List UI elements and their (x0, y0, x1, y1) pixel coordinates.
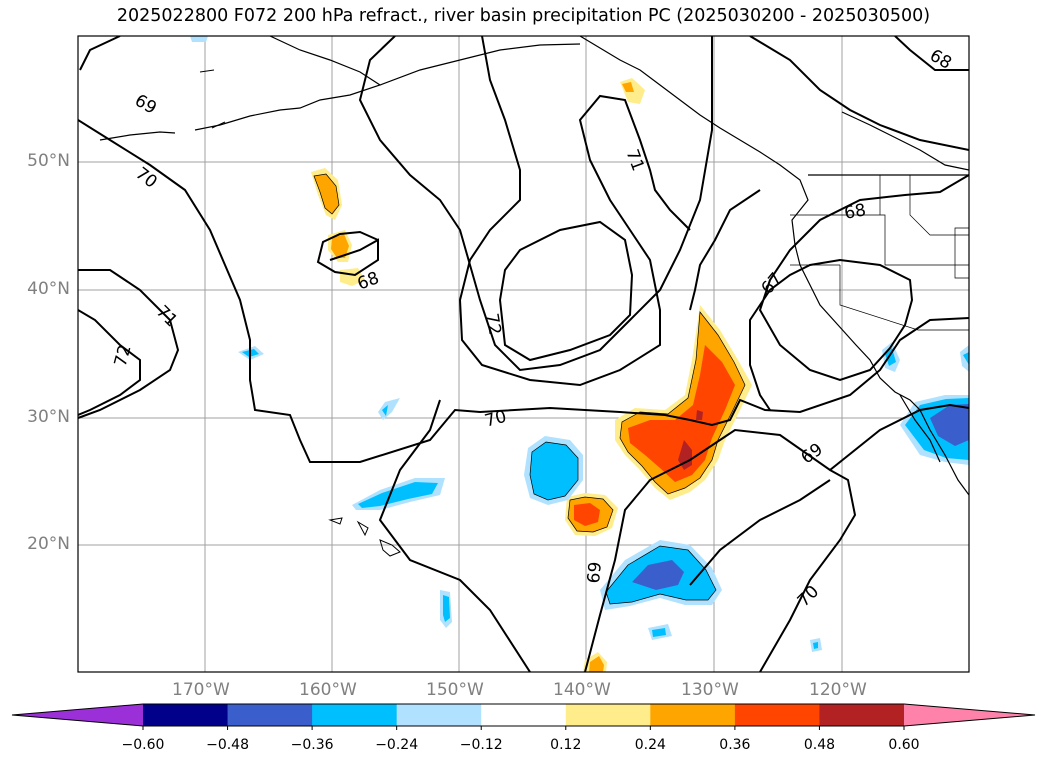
lat-label: 40°N (27, 279, 70, 299)
refractivity-contours (78, 36, 969, 672)
fill-outlines (313, 173, 746, 605)
precipitation-pc-fill (190, 36, 969, 672)
negative-anomaly-region (378, 398, 400, 420)
lon-label: 140°W (553, 680, 611, 700)
negative-anomaly-region (382, 405, 388, 416)
negative-anomaly-region (930, 404, 969, 446)
negative-anomaly-region (885, 348, 896, 366)
negative-anomaly-region (960, 345, 969, 372)
colorbar-tick-label: −0.12 (459, 737, 503, 753)
islands (199, 69, 401, 557)
negative-anomaly-region (190, 36, 208, 42)
contour-label: 70 (794, 582, 823, 611)
colorbar-tick-label: −0.24 (375, 737, 419, 753)
positive-anomaly-region (314, 174, 339, 214)
colorbar-tick-label: 0.36 (719, 737, 751, 753)
positive-anomaly-region (331, 234, 349, 258)
positive-anomaly-region (622, 82, 634, 92)
contour-label: 69 (131, 91, 160, 119)
colorbar-segment (481, 704, 567, 726)
colorbar-segment (227, 704, 313, 726)
lon-label: 150°W (426, 680, 484, 700)
positive-anomaly-region (678, 440, 692, 470)
contour-label: 70 (131, 164, 160, 193)
colorbar-tick-label: −0.36 (290, 737, 334, 753)
negative-anomaly-region (963, 352, 969, 365)
map-gridlines (78, 36, 969, 672)
lon-label: 170°W (172, 680, 230, 700)
map-title: 2025022800 F072 200 hPa refract., river … (116, 6, 931, 26)
contour-label: 68 (843, 200, 868, 223)
contour-labels: 69 70 71 72 68 67 68 71 72 70 69 69 70 6… (111, 46, 955, 612)
lat-label: 50°N (27, 151, 70, 171)
colorbar-tick-label: 0.24 (634, 737, 666, 753)
colorbar-segment (819, 704, 905, 726)
lon-label: 160°W (299, 680, 357, 700)
colorbar-segment (143, 704, 229, 726)
colorbar-tick-label: 0.12 (550, 737, 582, 753)
colorbar (11, 703, 1036, 730)
negative-anomaly-region (652, 628, 666, 637)
negative-anomaly-region (530, 442, 578, 500)
lat-label: 20°N (27, 534, 70, 554)
positive-anomaly-region (696, 410, 703, 420)
colorbar-segment (396, 704, 482, 726)
state-borders (790, 175, 969, 331)
negative-anomaly-region (813, 642, 818, 649)
lat-label: 30°N (27, 407, 70, 427)
lon-label: 130°W (681, 680, 739, 700)
colorbar-tick-label: −0.60 (121, 737, 165, 753)
coastlines (99, 36, 969, 496)
negative-anomaly-region (443, 595, 450, 622)
contour-label: 67 (758, 269, 787, 298)
colorbar-extend-max (904, 704, 1035, 726)
positive-anomaly-region (589, 656, 604, 672)
contour-label: 69 (584, 561, 606, 584)
negative-anomaly-region (358, 482, 438, 508)
contour-label: 72 (481, 312, 504, 337)
map-frame (77, 35, 970, 673)
colorbar-segment (734, 704, 820, 726)
colorbar-segment (565, 704, 651, 726)
colorbar-tick-label: 0.48 (803, 737, 836, 753)
colorbar-segment (312, 704, 398, 726)
negative-anomaly-region (632, 560, 684, 590)
lon-label: 120°W (809, 680, 867, 700)
colorbar-tick-label: −0.48 (206, 737, 249, 753)
positive-anomaly-region (574, 503, 600, 526)
colorbar-segment (650, 704, 736, 726)
colorbar-tick-label: 0.60 (888, 737, 920, 753)
colorbar-extend-min (12, 704, 143, 726)
contour-label: 72 (111, 343, 136, 369)
